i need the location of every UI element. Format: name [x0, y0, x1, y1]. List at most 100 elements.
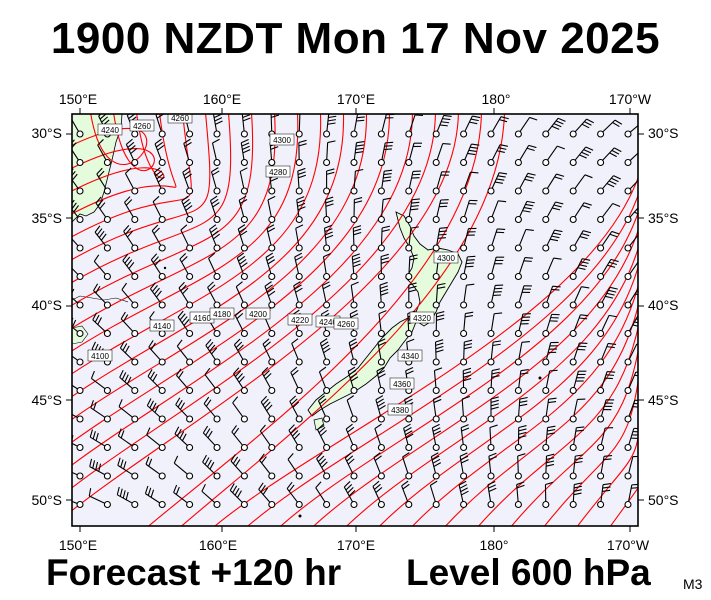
wind-barb [261, 367, 276, 395]
wind-barb [343, 481, 358, 509]
lord-howe-island [163, 266, 167, 270]
wind-barb [295, 139, 307, 167]
contour-label: 4380 [387, 403, 413, 416]
wind-barb [597, 399, 615, 423]
wind-barb [294, 252, 303, 281]
svg-text:4300: 4300 [273, 136, 291, 145]
lon-label-top-170w: 170°W [609, 91, 652, 107]
lat-label-right-50s: 50°S [648, 492, 679, 508]
contour-line [214, 175, 638, 526]
wind-barb [259, 424, 276, 452]
wind-barb [92, 312, 111, 338]
contour-label: 4220 [287, 313, 313, 326]
wind-barb [72, 355, 84, 366]
contour-line [147, 114, 482, 526]
wind-barb [350, 114, 366, 138]
wind-barb [204, 367, 221, 395]
wind-barb [347, 366, 359, 395]
wind-barb [293, 281, 303, 309]
wind-barb [265, 252, 276, 281]
contour-label: 4300 [433, 251, 459, 264]
wind-barb [183, 138, 194, 167]
wind-barb [460, 171, 479, 195]
wind-barb [149, 282, 166, 309]
wind-barb [514, 453, 526, 480]
wind-barb [460, 283, 475, 309]
wind-barb [597, 147, 622, 167]
svg-text:4140: 4140 [153, 322, 171, 331]
wind-barb [90, 400, 111, 423]
wind-barb [569, 230, 592, 252]
wind-barb [429, 480, 440, 509]
wind-barb [487, 284, 504, 309]
wind-barb [233, 367, 248, 395]
wind-barb [289, 395, 303, 423]
lat-label-left-50s: 50°S [31, 492, 62, 508]
wind-barb [405, 226, 419, 252]
wind-barb [487, 116, 509, 138]
wind-barb [542, 397, 557, 423]
svg-text:4300: 4300 [437, 254, 455, 263]
australia-inner-coast [72, 295, 129, 303]
wind-barb [542, 257, 562, 281]
wind-barb [72, 471, 84, 480]
wind-barb [624, 179, 638, 195]
wind-barb [405, 254, 418, 281]
contour-label: 4280 [265, 165, 291, 178]
wind-barb [350, 197, 363, 224]
contour-line [313, 228, 638, 526]
wind-barb [182, 167, 194, 195]
wind-barb [267, 195, 276, 224]
wind-barb [569, 426, 585, 452]
wind-barb [95, 196, 111, 224]
wind-barb [487, 200, 507, 224]
wind-barb [208, 224, 221, 252]
wind-barb [430, 452, 442, 480]
wind-barb [432, 227, 448, 252]
wind-barb [287, 453, 303, 480]
wind-barb [151, 224, 166, 252]
contour-line [72, 114, 177, 215]
wind-barb [460, 143, 480, 167]
lat-label-right-35s: 35°S [648, 210, 679, 226]
lat-label-left-40s: 40°S [31, 297, 62, 313]
wind-barb [377, 281, 389, 309]
svg-text:4180: 4180 [213, 310, 231, 319]
wind-barb [514, 144, 537, 167]
lon-label-bottom-180: 180° [480, 537, 509, 553]
wind-barb [432, 199, 449, 224]
contour-line [72, 114, 299, 352]
lon-label-top-170e: 170°E [337, 91, 375, 107]
wind-barb [321, 281, 331, 309]
contour-line [510, 348, 638, 526]
wind-barb [147, 369, 166, 395]
wind-barb [377, 225, 391, 252]
wind-barb [432, 367, 443, 395]
wind-barb [116, 486, 139, 509]
svg-text:4200: 4200 [249, 310, 267, 319]
wind-barb [124, 196, 139, 224]
wind-barb [179, 253, 194, 281]
wind-barb [624, 399, 638, 423]
lat-label-left-35s: 35°S [31, 210, 62, 226]
wind-barb [323, 114, 337, 138]
wind-barb [460, 255, 476, 281]
wind-barb [542, 313, 560, 338]
wind-barb [117, 457, 139, 480]
wind-barb [202, 454, 221, 480]
contour-line [72, 114, 344, 398]
wind-barb [173, 455, 194, 480]
wind-barb [458, 480, 469, 509]
contour-label: 4320 [409, 311, 435, 324]
wind-barb [286, 481, 303, 509]
wind-barb [154, 138, 166, 167]
wind-barb [432, 282, 446, 309]
contour-line [72, 114, 165, 192]
svg-text:4220: 4220 [291, 316, 309, 325]
wind-barb [487, 144, 509, 167]
wind-barb [374, 423, 385, 452]
wind-barb [238, 195, 248, 224]
wind-barb [401, 480, 413, 509]
wind-barb [93, 254, 111, 281]
wind-barb [597, 119, 623, 138]
